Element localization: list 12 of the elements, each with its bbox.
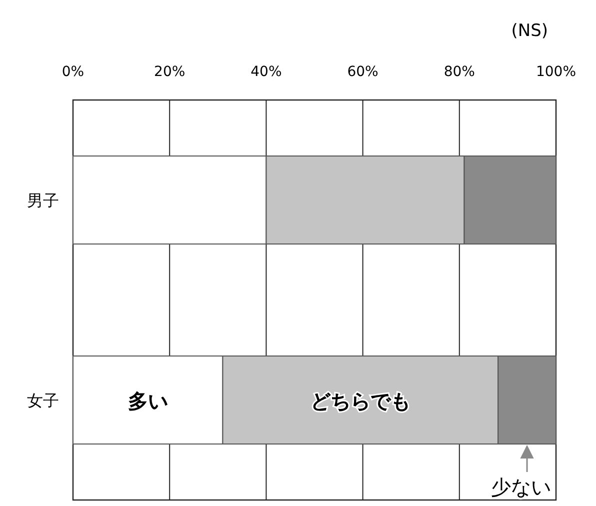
series-label: 多い [128,389,168,413]
y-tick-label: 男子 [27,191,59,210]
y-tick-label: 女子 [27,391,59,410]
x-tick-label: 20% [154,64,186,80]
x-tick-label: 60% [347,64,378,80]
x-tick-label: 100% [536,64,576,80]
legend-label: 少ない [491,475,551,499]
x-tick-label: 0% [62,64,84,80]
series-label: どちらでも [310,389,410,413]
x-tick-label: 80% [444,64,475,80]
x-tick-label: 40% [250,64,282,80]
text: (NS) [511,21,548,41]
